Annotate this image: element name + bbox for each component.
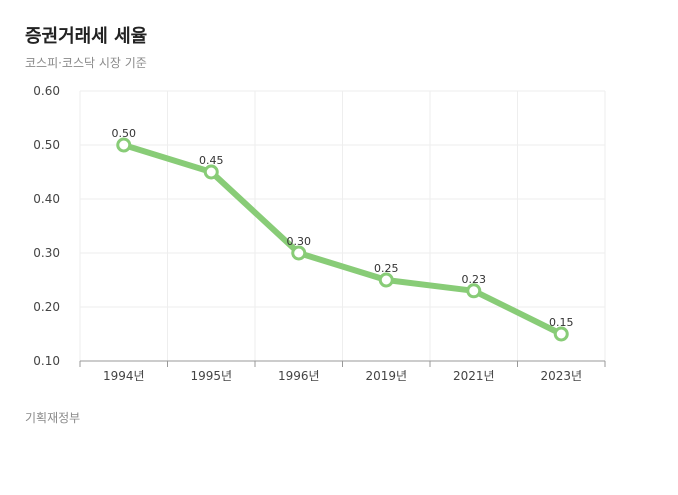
data-point bbox=[466, 283, 482, 299]
data-point bbox=[291, 245, 307, 261]
data-label: 0.25 bbox=[374, 262, 399, 275]
y-tick-label: 0.50 bbox=[33, 138, 60, 152]
x-tick-label: 2023년 bbox=[540, 369, 582, 383]
x-tick-label: 1995년 bbox=[190, 369, 232, 383]
data-point bbox=[116, 137, 132, 153]
data-source: 기획재정부 bbox=[25, 411, 81, 425]
x-tick-label: 2021년 bbox=[453, 369, 495, 383]
axis-layer: 0.10 0.20 0.30 0.40 0.50 0.60 1994년 1995년 1996년 2… bbox=[33, 84, 606, 383]
data-point bbox=[378, 272, 394, 288]
grid-layer bbox=[79, 90, 606, 361]
data-label: 0.15 bbox=[549, 316, 574, 329]
data-point bbox=[203, 164, 219, 180]
y-tick-label: 0.30 bbox=[33, 246, 60, 260]
x-tick-label: 1996년 bbox=[278, 369, 320, 383]
y-tick-label: 0.60 bbox=[33, 84, 60, 98]
x-tick-label: 1994년 bbox=[103, 369, 145, 383]
y-tick-label: 0.40 bbox=[33, 192, 60, 206]
data-point bbox=[553, 326, 569, 342]
x-tick-label: 2019년 bbox=[365, 369, 407, 383]
label-layer: 0.50 0.45 0.30 0.25 0.23 0.15 bbox=[112, 127, 574, 329]
data-label: 0.45 bbox=[199, 154, 224, 167]
data-label: 0.30 bbox=[287, 235, 312, 248]
chart-title: 증권거래세 세율 bbox=[25, 26, 148, 47]
data-label: 0.23 bbox=[462, 273, 487, 286]
data-label: 0.50 bbox=[112, 127, 137, 140]
y-tick-label: 0.20 bbox=[33, 300, 60, 314]
line-chart: 0.10 0.20 0.30 0.40 0.50 0.60 1994년 1995년 1996년 2… bbox=[33, 84, 606, 383]
y-tick-label: 0.10 bbox=[33, 354, 60, 368]
series-line bbox=[120, 142, 565, 337]
chart-subtitle: 코스피·코스닥 시장 기준 bbox=[25, 56, 147, 70]
series-layer bbox=[116, 137, 569, 342]
